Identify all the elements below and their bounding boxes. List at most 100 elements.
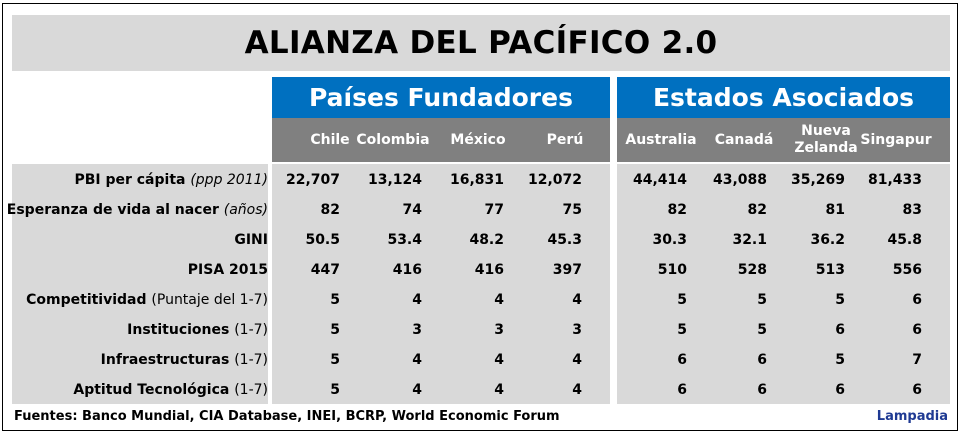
table-cell: 6 — [912, 382, 922, 398]
table-cell: 43,088 — [712, 172, 767, 188]
column-header-colombia: Colombia — [356, 131, 430, 148]
row-label: Infraestructuras (1-7) — [12, 345, 268, 375]
table-cell: 4 — [494, 352, 504, 368]
brand-label: Lampadia — [876, 409, 948, 424]
group-header-asociados: Estados Asociados — [617, 77, 950, 118]
table-cell: 4 — [572, 352, 582, 368]
table-cell: 6 — [912, 292, 922, 308]
row-label-text: Competitividad — [26, 292, 147, 308]
table-cell: 3 — [412, 322, 422, 338]
table-cell: 4 — [494, 292, 504, 308]
table-cell: 5 — [757, 322, 767, 338]
column-header-peru: Perú — [546, 131, 584, 148]
table-cell: 397 — [552, 262, 582, 278]
row-label: Competitividad (Puntaje del 1-7) — [12, 285, 268, 315]
table-cell: 5 — [677, 292, 687, 308]
table-cell: 45.3 — [547, 232, 582, 248]
column-header-nueva-zelanda: Nueva Zelanda — [790, 118, 862, 162]
column-header-mexico: México — [450, 131, 506, 148]
table-cell: 5 — [330, 382, 340, 398]
row-label-text: GINI — [234, 232, 268, 248]
page-title: ALIANZA DEL PACÍFICO 2.0 — [12, 15, 950, 71]
table-cell: 447 — [310, 262, 340, 278]
row-label-unit: (1-7) — [234, 382, 268, 398]
table-cell: 36.2 — [810, 232, 845, 248]
row-label-text: Aptitud Tecnológica — [73, 382, 230, 398]
table-cell: 5 — [835, 292, 845, 308]
table-cell: 35,269 — [790, 172, 845, 188]
table-cell: 83 — [902, 202, 922, 218]
table-cell: 16,831 — [449, 172, 504, 188]
table-cell: 5 — [677, 322, 687, 338]
table-cell: 6 — [835, 382, 845, 398]
table-cell: 6 — [757, 352, 767, 368]
table-cell: 13,124 — [367, 172, 422, 188]
table-cell: 53.4 — [387, 232, 422, 248]
table-cell: 6 — [677, 382, 687, 398]
row-label-unit: (Puntaje del 1-7) — [151, 292, 268, 308]
row-label-unit: (ppp 2011) — [190, 172, 268, 188]
table-cell: 5 — [835, 352, 845, 368]
table-cell: 74 — [402, 202, 422, 218]
row-label: Aptitud Tecnológica (1-7) — [12, 375, 268, 405]
column-header-singapur: Singapur — [860, 131, 932, 148]
table-cell: 513 — [815, 262, 845, 278]
row-labels-block — [12, 164, 268, 404]
fundadores-values-block — [272, 164, 610, 404]
table-cell: 82 — [320, 202, 340, 218]
table-cell: 556 — [892, 262, 922, 278]
row-label-text: Instituciones — [127, 322, 230, 338]
table-cell: 50.5 — [305, 232, 340, 248]
row-label-text: PBI per cápita — [74, 172, 186, 188]
table-cell: 4 — [412, 292, 422, 308]
column-header-canada: Canadá — [714, 131, 774, 148]
table-cell: 45.8 — [887, 232, 922, 248]
row-label: PISA 2015 — [12, 255, 268, 285]
table-cell: 4 — [494, 382, 504, 398]
table-cell: 3 — [572, 322, 582, 338]
table-cell: 81 — [825, 202, 845, 218]
table-cell: 4 — [412, 352, 422, 368]
table-cell: 528 — [737, 262, 767, 278]
table-cell: 4 — [572, 382, 582, 398]
group-header-fundadores: Países Fundadores — [272, 77, 610, 118]
table-cell: 7 — [912, 352, 922, 368]
row-label-text: PISA 2015 — [187, 262, 268, 278]
table-cell: 6 — [835, 322, 845, 338]
table-cell: 5 — [330, 322, 340, 338]
table-cell: 4 — [412, 382, 422, 398]
table-cell: 12,072 — [527, 172, 582, 188]
table-cell: 6 — [912, 322, 922, 338]
table-cell: 6 — [757, 382, 767, 398]
table-cell: 416 — [392, 262, 422, 278]
row-label: Instituciones (1-7) — [12, 315, 268, 345]
subheader-asociados — [617, 118, 950, 162]
table-cell: 75 — [562, 202, 582, 218]
column-header-chile: Chile — [310, 131, 350, 148]
table-cell: 81,433 — [867, 172, 922, 188]
column-header-nueva-zelanda-line1: Nueva — [801, 123, 851, 139]
subheader-fundadores — [272, 118, 610, 162]
table-cell: 30.3 — [652, 232, 687, 248]
table-cell: 77 — [484, 202, 504, 218]
row-label-text: Esperanza de vida al nacer — [6, 202, 219, 218]
table-cell: 32.1 — [732, 232, 767, 248]
row-label: Esperanza de vida al nacer (años) — [7, 195, 268, 225]
asociados-values-block — [617, 164, 950, 404]
table-cell: 3 — [494, 322, 504, 338]
table-cell: 416 — [474, 262, 504, 278]
table-cell: 82 — [667, 202, 687, 218]
row-label-unit: (1-7) — [234, 322, 268, 338]
table-cell: 510 — [657, 262, 687, 278]
table-cell: 48.2 — [469, 232, 504, 248]
table-cell: 44,414 — [632, 172, 687, 188]
table-cell: 5 — [330, 292, 340, 308]
row-label-text: Infraestructuras — [100, 352, 230, 368]
row-label: GINI — [12, 225, 268, 255]
row-label: PBI per cápita (ppp 2011) — [12, 165, 268, 195]
table-cell: 5 — [757, 292, 767, 308]
row-label-unit: (1-7) — [234, 352, 268, 368]
table-cell: 22,707 — [285, 172, 340, 188]
table-cell: 4 — [572, 292, 582, 308]
table-cell: 6 — [677, 352, 687, 368]
